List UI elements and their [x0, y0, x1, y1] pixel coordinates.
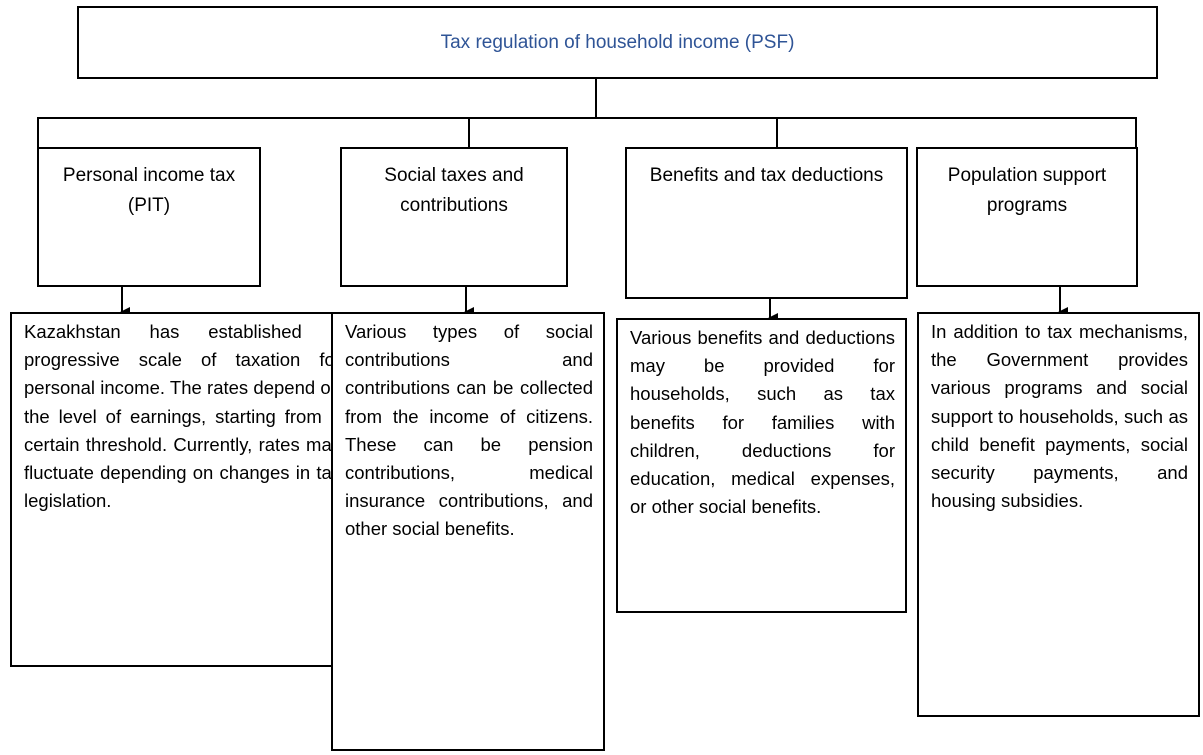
description-box: Various types of social contributions an…: [331, 312, 605, 751]
heading-box: Personal income tax (PIT): [37, 147, 261, 287]
heading-box: Benefits and tax deductions: [625, 147, 908, 299]
description-box: In addition to tax mechanisms, the Gover…: [917, 312, 1200, 717]
heading-box: Population support programs: [916, 147, 1138, 287]
root-box: Tax regulation of household income (PSF): [77, 6, 1158, 79]
description-box: Kazakhstan has established a progressive…: [10, 312, 353, 667]
description-box: Various benefits and deductions may be p…: [616, 318, 907, 613]
heading-box: Social taxes and contributions: [340, 147, 568, 287]
